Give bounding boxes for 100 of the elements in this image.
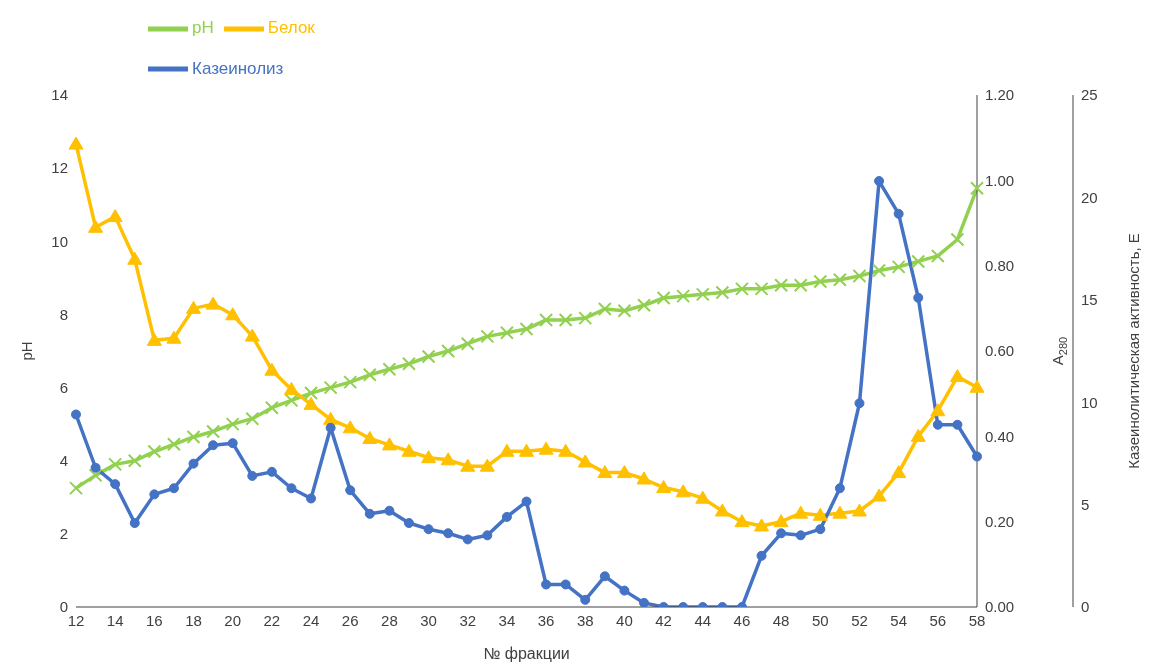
point bbox=[343, 375, 358, 390]
point bbox=[90, 462, 101, 473]
point bbox=[891, 465, 907, 479]
point bbox=[147, 444, 162, 459]
point bbox=[247, 470, 258, 481]
point bbox=[932, 419, 943, 430]
point bbox=[364, 508, 375, 519]
x-tick-label: 56 bbox=[929, 611, 947, 629]
point bbox=[774, 278, 789, 293]
point bbox=[306, 493, 317, 504]
point bbox=[541, 579, 552, 590]
x-tick-label: 40 bbox=[616, 611, 633, 629]
point bbox=[891, 259, 906, 274]
x-tick-label: 32 bbox=[459, 611, 477, 629]
x-tick-label: 52 bbox=[851, 611, 868, 629]
point bbox=[795, 530, 806, 541]
point bbox=[266, 466, 277, 477]
point bbox=[323, 411, 339, 425]
y2-tick-label: 0.40 bbox=[985, 427, 1015, 445]
point bbox=[580, 594, 591, 605]
point bbox=[186, 429, 201, 444]
y-axis-title: pH bbox=[17, 341, 35, 361]
point bbox=[558, 443, 574, 457]
point bbox=[949, 369, 965, 383]
y3-tick-label: 10 bbox=[1081, 393, 1098, 411]
point bbox=[560, 579, 571, 590]
y-tick-label: 12 bbox=[51, 159, 68, 177]
y3-tick-label: 5 bbox=[1081, 495, 1090, 513]
point bbox=[68, 136, 84, 150]
point bbox=[421, 450, 437, 464]
point bbox=[636, 471, 652, 485]
point bbox=[499, 325, 514, 340]
point bbox=[206, 424, 221, 439]
point bbox=[854, 398, 865, 409]
point bbox=[597, 301, 612, 316]
x-tick-label: 48 bbox=[772, 611, 790, 629]
point bbox=[384, 505, 395, 516]
point bbox=[227, 438, 238, 449]
point bbox=[71, 409, 81, 420]
point bbox=[616, 465, 632, 479]
point bbox=[872, 263, 887, 278]
point bbox=[539, 312, 554, 327]
point bbox=[443, 528, 454, 539]
legend-label: Белок bbox=[267, 18, 315, 37]
point bbox=[208, 440, 219, 451]
x-tick-label: 58 bbox=[968, 611, 986, 629]
point bbox=[773, 514, 789, 528]
point bbox=[264, 362, 280, 376]
point bbox=[637, 298, 652, 313]
point bbox=[639, 597, 650, 607]
point bbox=[440, 452, 456, 466]
point bbox=[129, 518, 140, 529]
point bbox=[952, 419, 963, 430]
point bbox=[578, 311, 593, 326]
point bbox=[480, 329, 495, 344]
point bbox=[421, 349, 436, 364]
point bbox=[362, 367, 377, 382]
x-tick-label: 14 bbox=[106, 611, 124, 629]
point bbox=[501, 511, 512, 522]
point bbox=[519, 443, 534, 457]
point bbox=[950, 232, 965, 247]
point bbox=[538, 441, 554, 455]
point bbox=[342, 420, 358, 434]
point bbox=[345, 485, 356, 496]
point bbox=[558, 312, 573, 327]
point bbox=[675, 484, 691, 498]
y2-tick-label: 1.00 bbox=[985, 171, 1015, 189]
point bbox=[617, 303, 632, 318]
y2-tick-label: 0.80 bbox=[985, 257, 1015, 275]
point bbox=[382, 362, 397, 377]
y3-tick-label: 25 bbox=[1081, 86, 1098, 104]
point bbox=[441, 344, 456, 359]
point bbox=[264, 400, 279, 415]
point bbox=[619, 585, 630, 596]
point bbox=[462, 534, 473, 545]
point bbox=[303, 396, 319, 410]
legend-label: pH bbox=[192, 18, 214, 37]
point bbox=[283, 381, 299, 395]
point bbox=[225, 307, 241, 321]
point bbox=[815, 524, 826, 535]
point bbox=[127, 251, 143, 265]
x-tick-label: 38 bbox=[576, 611, 594, 629]
point bbox=[813, 274, 828, 289]
point bbox=[832, 505, 848, 519]
x-axis-title: № фракции bbox=[483, 645, 570, 662]
point bbox=[597, 465, 613, 479]
x-tick-label: 22 bbox=[263, 611, 281, 629]
y-tick-label: 6 bbox=[59, 378, 68, 396]
point bbox=[793, 505, 809, 519]
point bbox=[910, 428, 926, 442]
point bbox=[460, 336, 475, 351]
point bbox=[479, 458, 495, 472]
point bbox=[695, 490, 711, 504]
point bbox=[188, 458, 199, 469]
point bbox=[108, 457, 123, 472]
point bbox=[599, 571, 610, 582]
x-tick-label: 30 bbox=[420, 611, 437, 629]
x-tick-label: 50 bbox=[811, 611, 829, 629]
x-tick-label: 46 bbox=[733, 611, 751, 629]
y3-tick-label: 20 bbox=[1081, 188, 1098, 206]
